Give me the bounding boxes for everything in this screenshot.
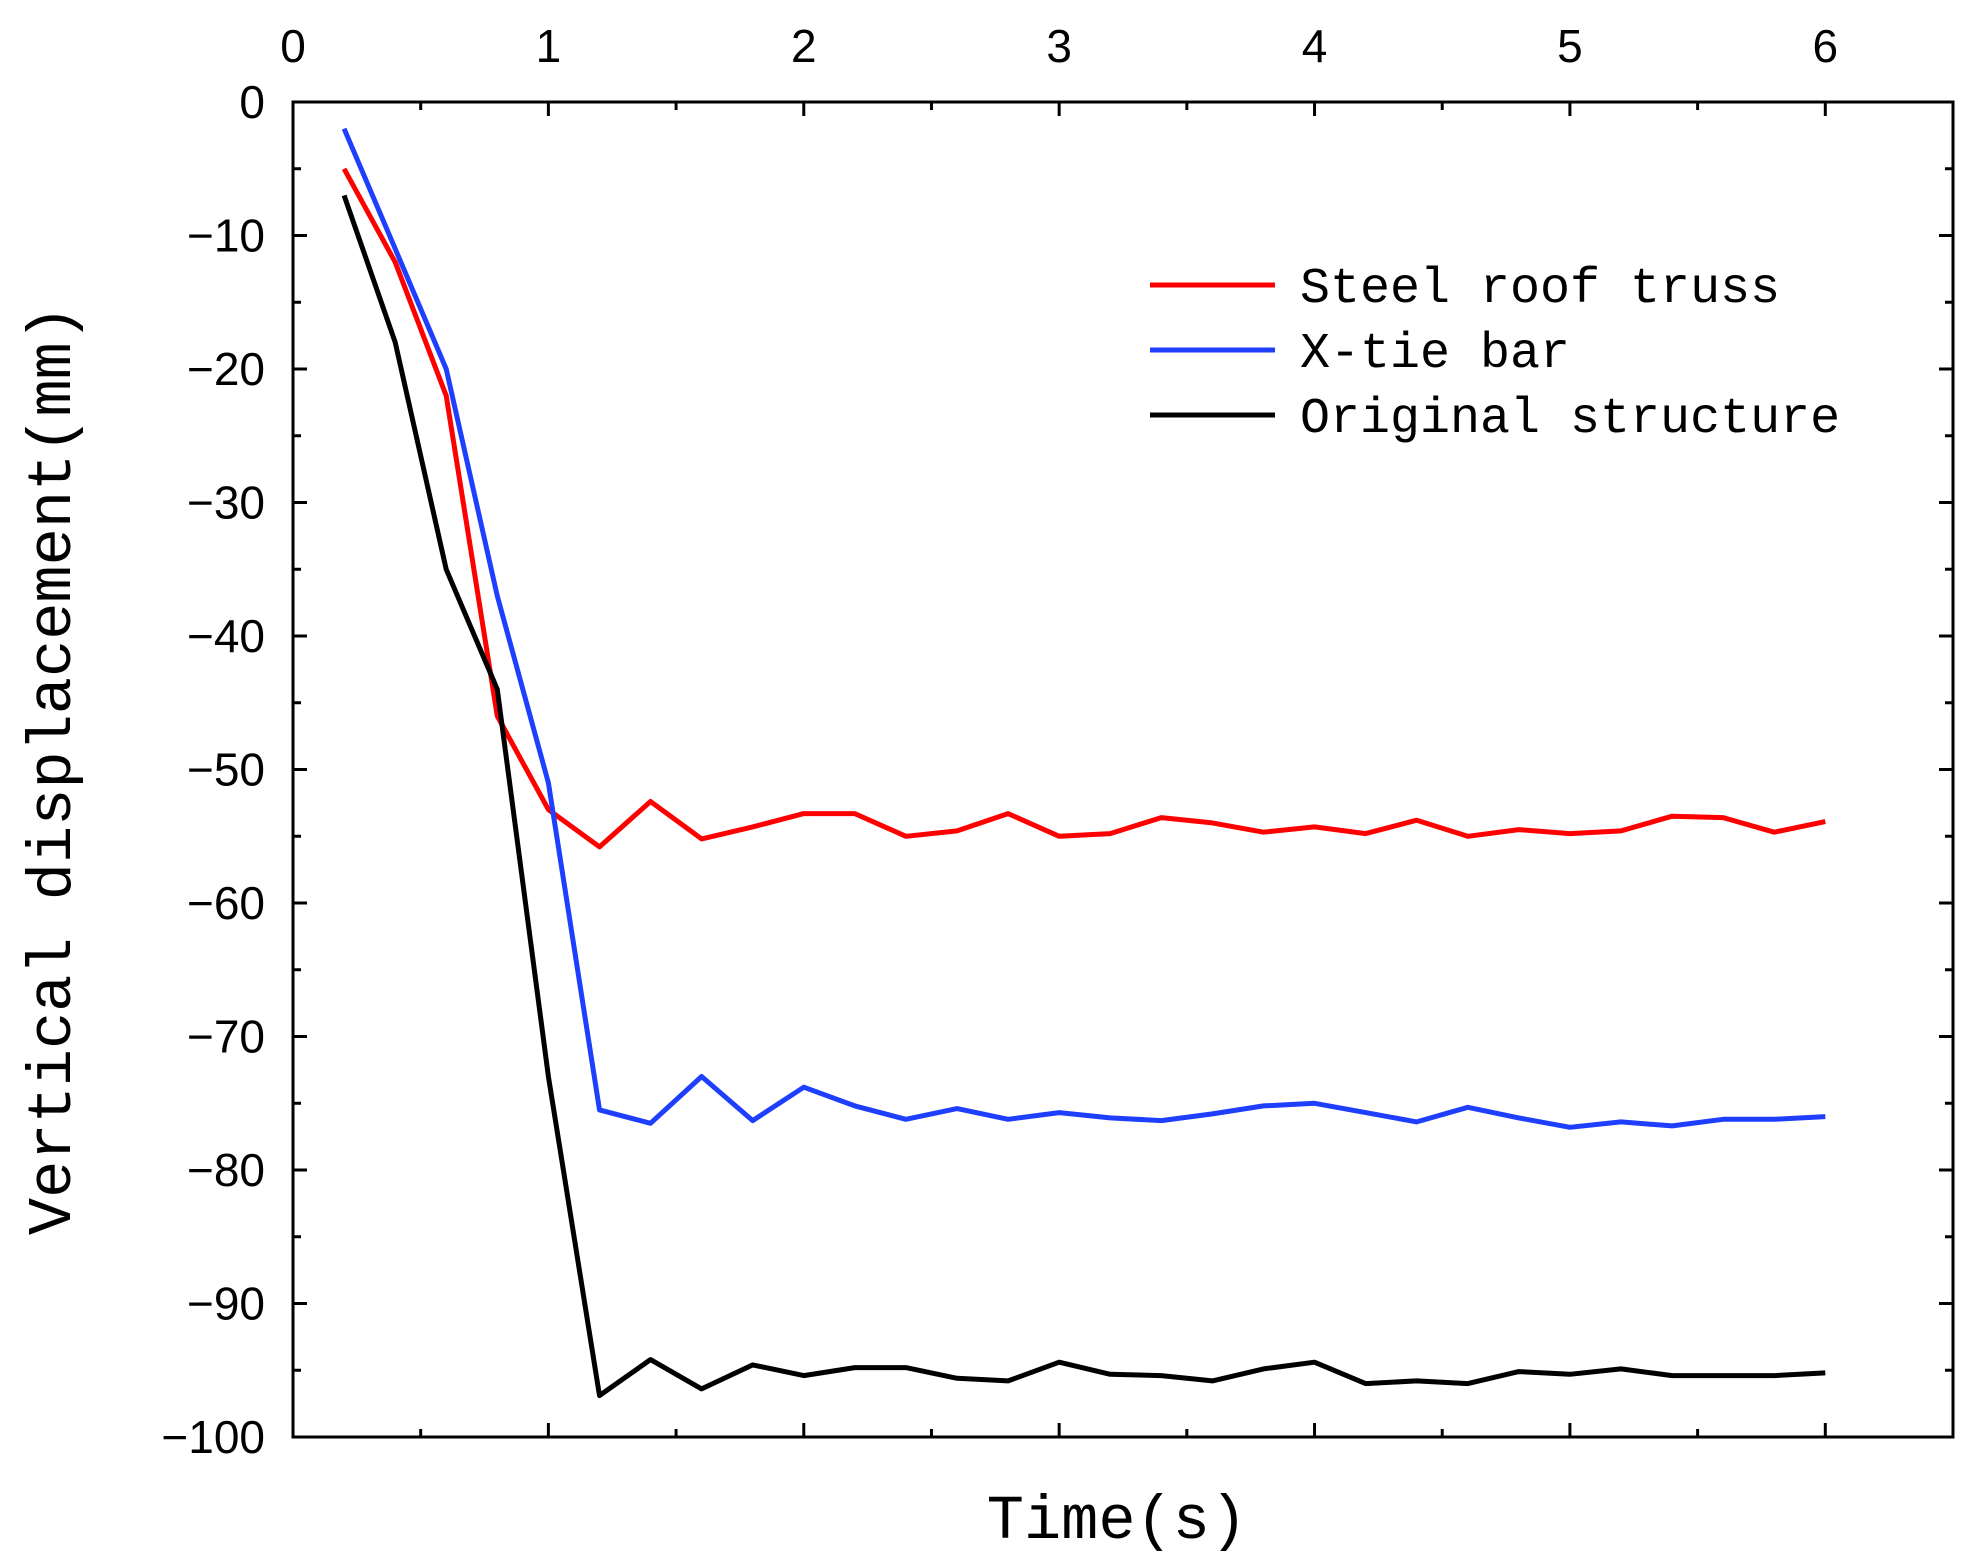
y-axis-title: Vertical displacement(mm): [18, 305, 89, 1235]
x-tick-label: 3: [1046, 20, 1072, 72]
series-line-steel-roof-truss: [341, 167, 1826, 850]
y-tick-label: −70: [187, 1011, 265, 1063]
y-tick-label: −60: [187, 877, 265, 929]
y-tick-label: −100: [161, 1411, 265, 1463]
y-tick-label: −50: [187, 744, 265, 796]
axis-ticks: [291, 100, 1953, 1439]
y-tick-label: −80: [187, 1144, 265, 1196]
series-line-x-tie-bar: [341, 127, 1826, 1130]
legend-label-original-structure: Original structure: [1300, 391, 1840, 448]
x-tick-label: 2: [791, 20, 817, 72]
x-tick-label: 0: [280, 20, 306, 72]
x-tick-label: 1: [536, 20, 562, 72]
x-tick-label: 6: [1813, 20, 1839, 72]
y-tick-label: −40: [187, 610, 265, 662]
x-tick-label: 4: [1302, 20, 1328, 72]
legend-label-x-tie-bar: X-tie bar: [1300, 326, 1570, 383]
axis-tick-labels: 0 1 2 3 4 5 6 0 −10 −20 −30 −40 −50 −60 −70 −80 −90 −100: [161, 20, 1838, 1463]
x-axis-title: Time(s): [987, 1486, 1247, 1557]
y-tick-label: −20: [187, 343, 265, 395]
series-line-original-structure: [341, 194, 1826, 1399]
y-tick-label: −90: [187, 1278, 265, 1330]
legend-label-steel-roof-truss: Steel roof truss: [1300, 261, 1780, 318]
y-tick-label: −30: [187, 477, 265, 529]
y-tick-label: −10: [187, 210, 265, 262]
x-tick-label: 5: [1557, 20, 1583, 72]
y-tick-label: 0: [239, 76, 265, 128]
data-series: [341, 127, 1826, 1399]
legend: Steel roof truss X-tie bar Original struct…: [1150, 261, 1840, 448]
